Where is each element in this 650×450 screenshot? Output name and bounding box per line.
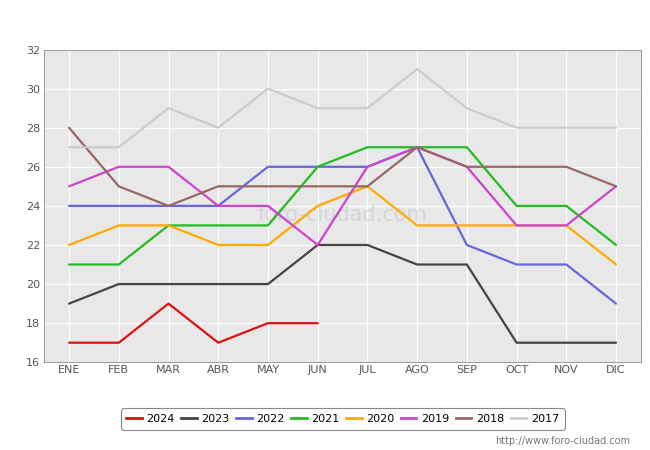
Text: foro-ciudad.com: foro-ciudad.com xyxy=(257,205,428,225)
Text: Afiliados en Belmontejo a 31/5/2024: Afiliados en Belmontejo a 31/5/2024 xyxy=(156,12,494,30)
Text: http://www.foro-ciudad.com: http://www.foro-ciudad.com xyxy=(495,436,630,446)
Legend: 2024, 2023, 2022, 2021, 2020, 2019, 2018, 2017: 2024, 2023, 2022, 2021, 2020, 2019, 2018… xyxy=(120,409,565,430)
